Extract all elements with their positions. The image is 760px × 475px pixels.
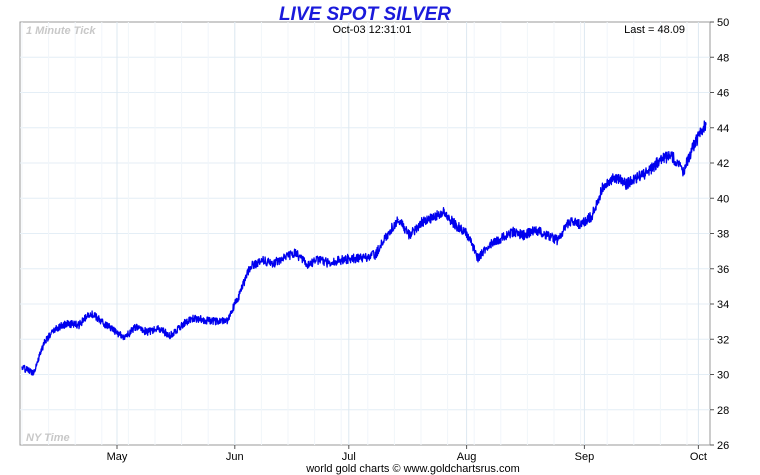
y-tick-label: 34	[717, 299, 729, 311]
price-point	[466, 232, 468, 235]
series	[21, 120, 707, 376]
price-point	[146, 331, 148, 333]
axes: 26 28 30 32 34 36 38 40 42 44 46 48 50 May Jun Jul Aug Se…	[107, 17, 730, 463]
y-tick-label: 28	[717, 405, 729, 417]
price-point	[534, 229, 536, 231]
y-tick-label: 38	[717, 229, 729, 241]
price-point	[272, 262, 274, 265]
price-point	[55, 328, 57, 330]
price-point	[545, 234, 548, 236]
price-point	[124, 336, 126, 339]
price-point	[694, 143, 696, 145]
price-point	[340, 259, 342, 261]
price-point	[363, 257, 365, 259]
y-tick-label: 32	[717, 334, 729, 346]
price-point	[443, 211, 445, 213]
price-point	[705, 123, 707, 125]
price-point	[260, 259, 262, 261]
price-point	[637, 176, 639, 178]
price-point	[352, 257, 354, 259]
price-point	[614, 176, 616, 178]
y-tick-label: 50	[717, 17, 729, 29]
price-point	[580, 224, 582, 226]
timestamp-label: Oct-03 12:31:01	[333, 24, 412, 36]
price-point	[397, 218, 399, 220]
price-point	[203, 319, 205, 321]
price-point	[238, 296, 240, 298]
price-point	[89, 312, 91, 314]
price-point	[67, 322, 69, 324]
gridlines	[20, 22, 710, 445]
price-point	[181, 324, 183, 326]
price-point	[659, 158, 662, 161]
price-point	[625, 183, 627, 185]
price-point	[500, 238, 502, 240]
x-tick-label: May	[107, 451, 128, 463]
price-point	[112, 329, 114, 332]
price-point	[169, 335, 171, 337]
price-point	[295, 252, 297, 254]
tick-resolution-label: 1 Minute Tick	[26, 25, 96, 37]
price-point	[249, 266, 251, 268]
price-point	[523, 234, 525, 236]
timezone-label: NY Time	[26, 432, 70, 444]
x-tick-label: Jul	[342, 451, 356, 463]
price-point	[158, 328, 160, 330]
price-point	[317, 259, 319, 261]
price-point	[511, 231, 513, 233]
y-tick-label: 44	[717, 123, 729, 135]
y-tick-label: 26	[717, 440, 729, 452]
price-point	[192, 317, 194, 319]
price-point	[374, 254, 376, 256]
y-tick-label: 40	[717, 193, 729, 205]
x-tick-label: Sep	[575, 451, 595, 463]
price-point	[431, 217, 433, 219]
price-point	[454, 224, 456, 226]
footer-credit: world gold charts © www.goldchartsrus.co…	[305, 463, 520, 475]
price-point	[44, 340, 46, 342]
price-point	[682, 171, 684, 173]
y-tick-label: 46	[717, 88, 729, 100]
last-price-label: Last = 48.09	[624, 24, 685, 36]
price-point	[488, 243, 490, 245]
price-point	[409, 234, 411, 236]
price-point	[568, 220, 570, 222]
price-point	[215, 321, 217, 323]
price-point	[32, 372, 35, 374]
price-point	[135, 326, 137, 328]
x-tick-label: Oct	[690, 451, 707, 463]
price-point	[226, 319, 228, 321]
price-point	[386, 234, 388, 236]
price-point	[477, 257, 479, 259]
chart-title: LIVE SPOT SILVER	[279, 4, 451, 25]
x-tick-label: Jun	[226, 451, 244, 463]
x-tick-label: Aug	[457, 451, 477, 463]
price-point	[78, 324, 80, 326]
price-point	[557, 239, 559, 242]
y-tick-label: 30	[717, 370, 729, 382]
price-point	[591, 215, 593, 217]
price-point	[648, 171, 650, 173]
price-point	[420, 222, 422, 224]
price-point	[283, 257, 285, 259]
price-point	[21, 366, 23, 369]
price-point	[306, 264, 308, 266]
price-point	[602, 185, 605, 187]
y-tick-label: 48	[717, 52, 729, 64]
y-tick-label: 42	[717, 158, 729, 170]
price-point	[671, 155, 673, 157]
price-point	[101, 321, 103, 323]
price-point	[329, 262, 331, 265]
y-tick-label: 36	[717, 264, 729, 276]
